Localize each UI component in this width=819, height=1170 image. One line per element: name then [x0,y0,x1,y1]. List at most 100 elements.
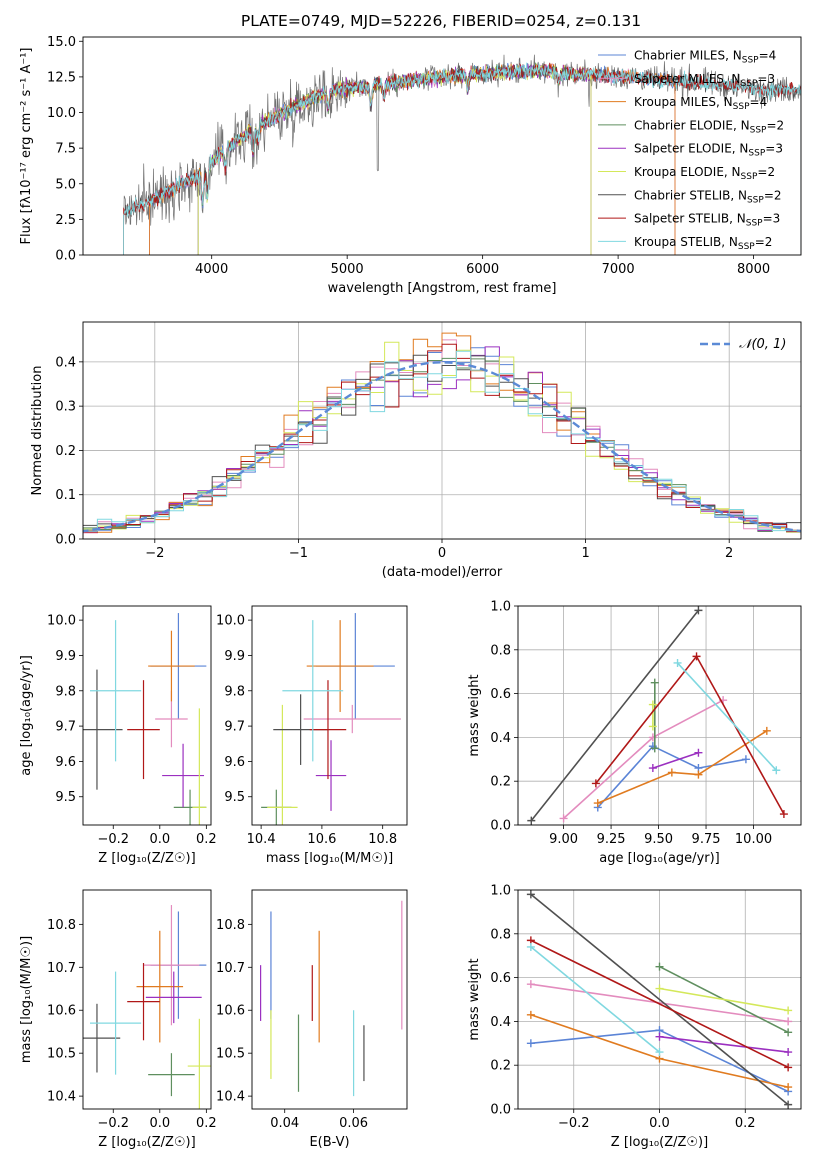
y-tick-label: 7.5 [55,142,76,157]
x-axis-label: mass [log₁₀(M/M☉)] [266,851,393,866]
axes-frame [82,321,802,540]
x-tick-label: −2 [145,546,164,561]
x-tick-label: 4000 [195,262,228,277]
spectrum-model-chabrier-stelib [123,63,801,255]
weight-marker [648,722,657,731]
x-tick-label: 10.00 [735,832,772,847]
weight-line [530,983,789,1023]
x-axis-label: wavelength [Angstrom, rest frame] [328,281,557,296]
weight-line [659,987,789,1012]
y-tick-label: 10.0 [216,614,245,629]
panel-massweight_vs_Z: −0.2 0.0 0.2 0.0 0.2 0.4 0.6 0.8 1.0 Z [log₁₀(Z/Z… [467,884,802,1150]
weight-marker [526,942,535,951]
x-tick-label: 0.04 [270,1116,299,1131]
x-tick-label: −0.2 [97,832,129,847]
weight-marker [784,1048,793,1057]
weight-series-salpeter-stelib [591,652,788,819]
x-tick-label: 2 [725,546,733,561]
x-tick-label: 9.25 [597,832,626,847]
spectrum-model-salpeter-elodie [197,64,592,255]
weight-series-chabrier-stelib [526,890,793,1109]
weight-marker [784,1083,793,1092]
spectrum-model-chabrier-miles [148,62,676,255]
y-tick-label: 0.3 [55,400,76,415]
y-tick-label: 9.7 [224,720,245,735]
spectrum-model-kroupa-miles [148,63,676,255]
weight-series-kroupa-stelib [673,658,781,775]
x-axis-label: age [log₁₀(age/yr)] [599,851,720,866]
y-axis-label: mass weight [467,958,482,1040]
y-tick-label: 9.9 [55,649,76,664]
legend-label-chabrier-elodie: Chabrier ELODIE, NSSP=2 [634,118,784,135]
legend-label-kroupa-elodie: Kroupa ELODIE, NSSP=2 [634,165,775,182]
y-axis-label: mass weight [467,674,482,756]
y-axis-label: age [log₁₀(age/yr)] [19,655,34,776]
weight-line [597,730,768,804]
weight-line [530,893,789,1106]
y-tick-label: 9.9 [224,649,245,664]
y-tick-label: 0.6 [490,687,511,702]
x-tick-label: 9.00 [549,832,578,847]
legend-label-kroupa-miles: Kroupa MILES, NSSP=4 [634,95,767,112]
spectrum-model-chabrier-elodie [197,62,592,255]
y-axis-label: mass [log₁₀(M/M☉)] [19,936,34,1063]
plot-area-mass_vs_ebv [260,900,403,1097]
weight-series-chabrier-miles [593,742,750,812]
legend-label-chabrier-stelib: Chabrier STELIB, NSSP=2 [634,188,782,205]
errorbar-salpeter-elodie [162,743,205,808]
weight-marker [526,890,535,899]
y-tick-label: 0.2 [490,1059,511,1074]
weight-marker [667,768,676,777]
x-axis-label: Z [log₁₀(Z/Z☉)] [98,1135,195,1150]
errorbar-kroupa-miles [136,930,184,1043]
normal-legend-label: 𝒩(0, 1) [739,337,786,352]
panel-mass_vs_Z: −0.2 0.0 0.2 10.4 10.5 10.6 10.7 10.8 Z [log₁₀(Z… [19,889,217,1150]
weight-line [530,609,700,822]
spectrum-model-salpeter-miles [148,63,676,255]
errorbar-salpeter-miles [303,704,401,734]
legend-label-kroupa-stelib: Kroupa STELIB, NSSP=2 [634,235,772,252]
y-tick-label: 0.0 [490,819,511,834]
axes-frame [82,605,212,826]
weight-series-chabrier-elodie [650,678,659,753]
x-tick-label: 6000 [466,262,499,277]
y-tick-label: 10.8 [47,918,76,933]
spectrum-model-salpeter-stelib [123,62,801,255]
weight-marker [526,980,535,989]
weight-marker [673,658,682,667]
axes-frame [82,36,802,256]
weight-marker [694,748,703,757]
spectrum-model-kroupa-stelib [123,62,801,255]
weight-series-kroupa-elodie [655,984,793,1015]
weight-series-kroupa-stelib [526,942,664,1057]
errorbar-kroupa-elodie [267,704,298,825]
y-tick-label: 10.7 [47,961,76,976]
weight-marker [526,1039,535,1048]
x-tick-label: 1 [581,546,589,561]
spectrum-model-kroupa-elodie [197,63,592,255]
weight-series-kroupa-miles [593,726,771,808]
y-tick-label: 1.0 [490,884,511,899]
x-tick-label: −0.2 [558,1116,590,1131]
weight-series-salpeter-stelib [526,936,793,1072]
plot-area-massweight_vs_age [527,606,788,825]
x-tick-label: 0.0 [649,1116,670,1131]
errorbar-salpeter-stelib [127,963,160,1041]
y-axis-label: Normed distribution [30,366,45,496]
x-tick-label: 0.2 [196,832,217,847]
weight-marker [526,1010,535,1019]
weight-marker [527,816,536,825]
x-tick-label: 0.2 [196,1116,217,1131]
y-tick-label: 10.5 [47,1047,76,1062]
errorbar-salpeter-elodie [315,740,347,811]
errorbar-chabrier-elodie [148,1053,195,1097]
y-tick-label: 10.7 [216,961,245,976]
weight-marker [655,1048,664,1057]
plot-area-mass_vs_Z [83,905,211,1109]
panel-age_vs_mass: 10.4 10.6 10.8 9.5 9.6 9.7 9.8 9.9 10.0 mass [log… [216,605,408,866]
errorbar-kroupa-stelib [89,620,142,762]
x-tick-label: −0.2 [97,1116,129,1131]
weight-marker [655,1032,664,1041]
y-tick-label: 10.8 [216,918,245,933]
